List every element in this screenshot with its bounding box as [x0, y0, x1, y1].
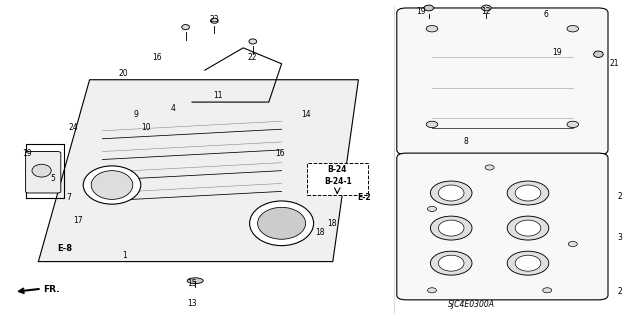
Ellipse shape	[515, 185, 541, 201]
Ellipse shape	[507, 181, 548, 205]
FancyBboxPatch shape	[26, 152, 61, 193]
Text: FR.: FR.	[44, 285, 60, 294]
Ellipse shape	[515, 220, 541, 236]
Ellipse shape	[438, 255, 464, 271]
Text: B-24: B-24	[328, 165, 347, 174]
Ellipse shape	[428, 288, 436, 293]
Text: 19: 19	[552, 48, 562, 57]
Text: 18: 18	[316, 228, 324, 237]
Ellipse shape	[568, 241, 577, 247]
Text: 15: 15	[187, 279, 197, 288]
Ellipse shape	[250, 201, 314, 246]
Ellipse shape	[594, 51, 604, 57]
Text: 16: 16	[152, 53, 162, 62]
Text: 1: 1	[122, 251, 127, 260]
Text: 2: 2	[617, 287, 622, 296]
Text: 18: 18	[327, 219, 336, 228]
Ellipse shape	[426, 121, 438, 128]
Ellipse shape	[507, 216, 548, 240]
Text: B-24-1: B-24-1	[324, 177, 352, 186]
Ellipse shape	[431, 251, 472, 275]
Ellipse shape	[438, 220, 464, 236]
Text: 6: 6	[543, 10, 548, 19]
Text: 5: 5	[50, 174, 55, 183]
Text: 14: 14	[301, 110, 311, 119]
Ellipse shape	[211, 18, 218, 23]
Ellipse shape	[543, 288, 552, 293]
Text: 21: 21	[610, 59, 619, 68]
Text: 2: 2	[617, 192, 622, 201]
FancyBboxPatch shape	[397, 153, 608, 300]
Text: 22: 22	[248, 53, 257, 62]
Text: 9: 9	[133, 110, 138, 119]
Ellipse shape	[83, 166, 141, 204]
Text: 24: 24	[68, 123, 79, 132]
Text: 16: 16	[275, 149, 285, 158]
Ellipse shape	[515, 255, 541, 271]
Text: 13: 13	[187, 299, 197, 308]
Ellipse shape	[431, 216, 472, 240]
Ellipse shape	[424, 5, 434, 11]
Text: 19: 19	[22, 149, 32, 158]
Ellipse shape	[567, 26, 579, 32]
Text: 20: 20	[118, 69, 128, 78]
Text: SJC4E0300A: SJC4E0300A	[448, 300, 495, 309]
Ellipse shape	[431, 181, 472, 205]
Text: 7: 7	[67, 193, 72, 202]
Ellipse shape	[426, 26, 438, 32]
Ellipse shape	[481, 5, 492, 11]
Text: 23: 23	[209, 15, 220, 24]
Ellipse shape	[92, 171, 133, 199]
Text: 19: 19	[416, 7, 426, 16]
Text: 8: 8	[463, 137, 468, 146]
Ellipse shape	[567, 121, 579, 128]
Ellipse shape	[258, 207, 306, 239]
Ellipse shape	[182, 25, 189, 30]
Text: 4: 4	[170, 104, 175, 113]
Ellipse shape	[485, 165, 494, 170]
Polygon shape	[38, 80, 358, 262]
Ellipse shape	[187, 278, 204, 284]
Ellipse shape	[507, 251, 548, 275]
FancyBboxPatch shape	[397, 8, 608, 155]
Text: 17: 17	[73, 216, 83, 225]
Text: 3: 3	[617, 233, 622, 242]
Text: 12: 12	[482, 7, 491, 16]
Text: E-8: E-8	[58, 244, 72, 253]
Ellipse shape	[32, 164, 51, 177]
Ellipse shape	[249, 39, 257, 44]
Text: E-2: E-2	[357, 193, 371, 202]
Ellipse shape	[428, 206, 436, 211]
FancyBboxPatch shape	[307, 163, 368, 195]
Ellipse shape	[438, 185, 464, 201]
Text: 11: 11	[213, 91, 222, 100]
Text: 10: 10	[141, 123, 151, 132]
